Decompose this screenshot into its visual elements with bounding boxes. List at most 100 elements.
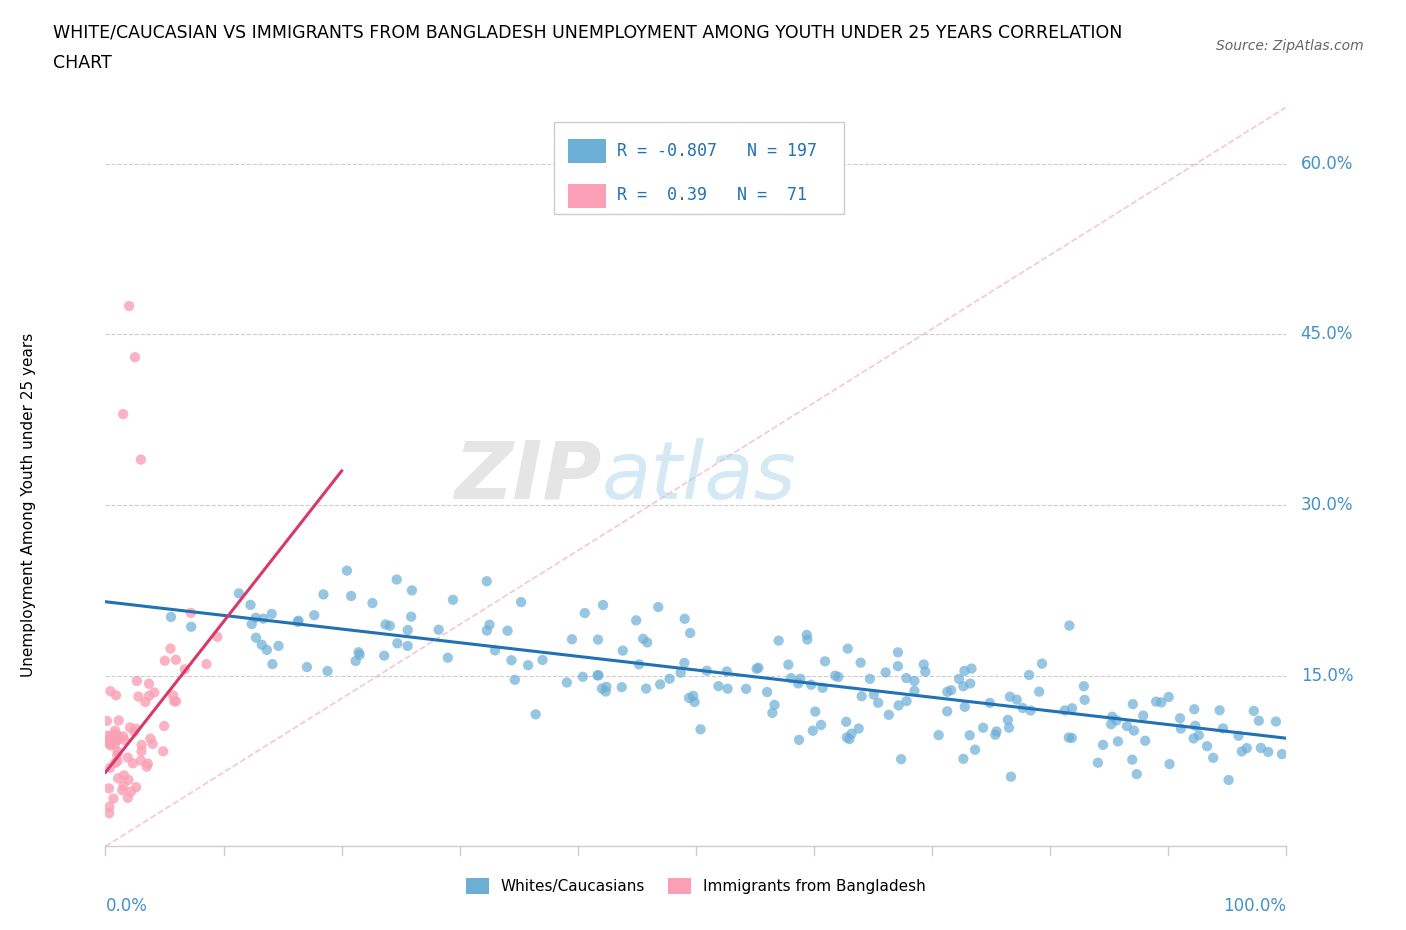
Point <box>396 622 419 637</box>
Point <box>385 572 408 587</box>
Point <box>683 695 706 710</box>
Point <box>1257 744 1279 759</box>
Point <box>1091 737 1114 752</box>
Point <box>1218 773 1240 788</box>
Point <box>1057 730 1080 745</box>
Point <box>673 611 696 626</box>
Point <box>707 679 730 694</box>
Point <box>162 688 184 703</box>
Point <box>1157 689 1180 704</box>
Point <box>848 721 870 736</box>
Point <box>789 671 811 686</box>
Point <box>207 630 229 644</box>
Point <box>824 669 846 684</box>
Point <box>887 658 910 673</box>
Point <box>595 680 617 695</box>
Point <box>1135 734 1157 749</box>
Point <box>260 606 283 621</box>
Point <box>1028 684 1050 699</box>
Point <box>267 639 290 654</box>
Point <box>97 781 120 796</box>
Point <box>887 644 910 659</box>
Point <box>374 617 396 631</box>
Point <box>1059 618 1081 633</box>
Point <box>936 704 959 719</box>
Point <box>875 665 897 680</box>
Text: 0.0%: 0.0% <box>105 897 148 915</box>
Point <box>316 664 339 679</box>
Point <box>953 663 976 678</box>
Point <box>1182 702 1205 717</box>
Point <box>245 631 267 645</box>
Point <box>250 637 273 652</box>
Point <box>143 685 166 700</box>
Point <box>112 406 135 421</box>
Text: 100.0%: 100.0% <box>1223 897 1286 915</box>
Point <box>173 662 195 677</box>
Point <box>256 643 278 658</box>
Point <box>837 641 859 656</box>
Point <box>1005 692 1028 707</box>
Text: ZIP: ZIP <box>454 438 602 515</box>
Point <box>1230 744 1253 759</box>
Point <box>107 771 129 786</box>
Point <box>105 688 128 703</box>
Point <box>427 622 450 637</box>
Point <box>111 783 134 798</box>
Point <box>716 682 738 697</box>
Text: 15.0%: 15.0% <box>1301 667 1353 684</box>
Point <box>631 631 654 646</box>
Point <box>159 641 181 656</box>
Point <box>1107 734 1129 749</box>
Point <box>592 597 614 612</box>
Point <box>163 694 186 709</box>
Point <box>939 683 962 698</box>
Point <box>101 735 124 750</box>
Point <box>877 708 900 723</box>
Point <box>811 681 834 696</box>
Point <box>107 728 129 743</box>
Point <box>903 684 925 698</box>
Point <box>484 643 506 658</box>
Point <box>138 688 160 703</box>
Point <box>756 684 779 699</box>
Point <box>984 727 1007 742</box>
Point <box>160 609 183 624</box>
Point <box>475 623 498 638</box>
Point <box>361 595 384 610</box>
Point <box>124 722 146 737</box>
Point <box>124 350 146 365</box>
Point <box>647 600 669 615</box>
Point <box>180 605 202 620</box>
Point <box>851 689 873 704</box>
Point <box>1182 731 1205 746</box>
Point <box>107 732 129 747</box>
Point <box>1116 719 1139 734</box>
Point <box>747 660 769 675</box>
Point <box>1060 730 1083 745</box>
Point <box>810 717 832 732</box>
Point <box>336 564 359 578</box>
Point <box>245 610 267 625</box>
Point <box>100 738 122 753</box>
Point <box>104 732 127 747</box>
Point <box>868 696 890 711</box>
Point <box>673 656 696 671</box>
Point <box>437 650 460 665</box>
Point <box>1227 728 1250 743</box>
Point <box>735 682 758 697</box>
Point <box>287 615 309 630</box>
Point <box>165 652 187 667</box>
Point <box>1087 755 1109 770</box>
Point <box>496 623 519 638</box>
Point <box>586 632 609 647</box>
Point <box>112 778 135 793</box>
Point <box>1122 697 1144 711</box>
Point <box>1053 703 1076 718</box>
Point <box>153 719 176 734</box>
Point <box>98 732 121 747</box>
Point <box>262 657 284 671</box>
Point <box>122 724 145 739</box>
Point <box>835 730 858 745</box>
Point <box>801 724 824 738</box>
